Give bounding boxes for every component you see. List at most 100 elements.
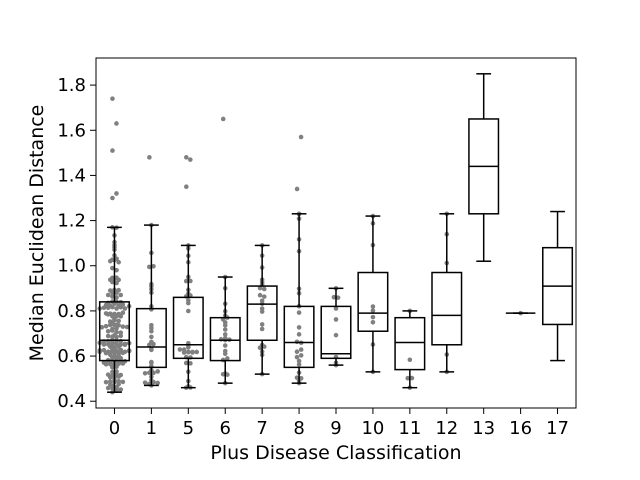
outlier-point [114,191,119,196]
swarm-point [261,286,267,292]
swarm-point [222,348,228,354]
swarm-point [333,332,339,338]
swarm-point [294,349,300,355]
y-axis: 0.4 0.6 0.8 1.0 1.2 1.4 1.6 1.8 [57,75,96,412]
swarm-point [149,322,154,328]
swarm-point [105,292,111,298]
swarm-point [105,333,111,339]
swarm-point [181,347,187,352]
iqr-box [246,285,278,342]
x-tick-label: 12 [435,418,458,439]
swarm-point [122,341,128,347]
swarm-point [370,319,376,325]
y-tick-label: 0.4 [57,391,86,412]
swarm-point [116,287,121,293]
swarm-point [118,342,124,347]
swarm-point [259,322,265,327]
swarm-point [110,257,115,263]
outlier-point [220,116,226,122]
iqr-box [394,316,426,371]
swarm-point [331,294,337,300]
swarm-point [188,278,193,284]
x-tick-label: 11 [398,418,421,439]
swarm-point [116,303,121,308]
swarm-point [296,325,302,330]
x-axis: 0 1 5 6 7 8 9 10 11 12 13 16 17 [109,408,569,439]
box-group-0 [97,96,132,395]
swarm-point [101,347,107,353]
swarm-point [222,332,228,337]
swarm-point [177,347,183,352]
swarm-point [194,349,200,355]
swarm-point [105,385,111,391]
box-group-10 [357,213,389,375]
iqr-box [98,301,130,362]
box-group-9 [320,286,352,368]
y-tick-label: 1.0 [57,256,86,277]
swarm-point [114,329,119,335]
box-group-13 [468,73,500,262]
x-tick-label: 6 [220,418,231,439]
swarm-point [296,362,302,367]
swarm-point [296,310,302,315]
swarm-point [110,373,115,379]
swarm-point [118,387,124,392]
iqr-box [357,271,389,332]
iqr-box [431,271,463,346]
y-tick-label: 1.2 [57,211,86,232]
swarm-point [99,324,105,330]
outlier-point [294,186,300,192]
x-tick-label: 5 [183,418,194,439]
swarm-point [103,323,109,329]
swarm-point [149,328,154,334]
outlier-point [184,155,189,160]
swarm-point [298,347,304,352]
iqr-box [172,296,204,360]
swarm-point [116,378,121,384]
swarm-point [149,339,154,345]
swarm-point [407,357,413,363]
swarm-point [114,275,119,281]
swarm-point [142,370,148,376]
outlier-point [110,96,115,101]
swarm-point [110,369,115,375]
swarm-point [409,375,415,381]
box-group-6 [209,116,241,386]
swarm-point [107,319,113,324]
swarm-point [114,369,119,374]
box-group-1 [135,155,167,388]
box-group-8 [283,134,315,386]
swarm-point [103,311,109,316]
swarm-point [257,285,263,291]
swarm-point [257,292,263,298]
x-tick-label: 0 [109,418,120,439]
swarm-point [259,298,265,304]
x-tick-label: 8 [293,418,304,439]
x-tick-label: 17 [546,418,569,439]
swarm-point [120,310,126,316]
swarm-point [118,292,124,298]
swarm-point [142,380,148,385]
swarm-point [155,369,160,374]
swarm-point [110,326,115,332]
swarm-point [186,308,191,314]
axes-frame [95,57,577,409]
swarm-point [118,330,124,335]
box-group-16 [505,310,536,316]
iqr-box [283,305,315,369]
swarm-point [112,353,117,359]
y-tick-label: 0.6 [57,346,86,367]
swarm-point [298,353,304,358]
swarm-point [118,372,124,378]
swarm-point [149,359,154,365]
swarm-point [155,380,160,386]
swarm-point [116,311,121,317]
swarm-point [114,295,119,300]
swarm-point [118,347,124,353]
swarm-point [296,358,302,364]
swarm-point [116,259,121,265]
swarm-point [149,334,154,340]
swarm-point [107,311,113,316]
x-tick-label: 1 [146,418,157,439]
